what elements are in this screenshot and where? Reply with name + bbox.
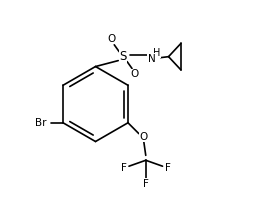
Text: S: S — [120, 50, 127, 63]
Text: F: F — [165, 163, 170, 173]
Text: H: H — [153, 48, 160, 58]
Text: Br: Br — [35, 118, 46, 128]
Text: O: O — [107, 34, 116, 44]
Text: O: O — [131, 69, 139, 80]
Text: O: O — [140, 132, 148, 142]
Text: F: F — [143, 179, 149, 189]
Text: N: N — [148, 54, 156, 64]
Text: F: F — [121, 163, 127, 173]
